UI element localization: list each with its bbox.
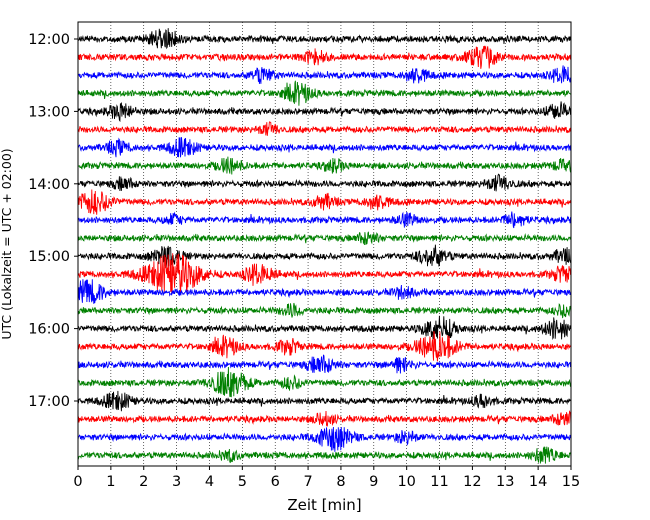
axis-ticks: 0 1 2 3 4 5 6 7 8 9 10 11 12 13 14 1512:0013:0014:0015:… [28, 32, 580, 490]
x-tick-label: 9 [369, 474, 378, 490]
x-tick-label: 2 [139, 474, 148, 490]
seismic-trace [77, 80, 572, 106]
y-axis-title: UTC (Lokalzeit = UTC + 02:00) [0, 148, 14, 339]
x-tick-label: 0 [73, 474, 82, 490]
seismic-trace [77, 253, 572, 295]
seismic-trace [77, 244, 572, 269]
seismic-trace [77, 302, 572, 319]
x-tick-label: 8 [336, 474, 345, 490]
seismic-trace [77, 390, 572, 412]
x-axis-title: Zeit [min] [287, 496, 361, 514]
seismic-trace [77, 331, 572, 362]
seismic-trace [77, 137, 572, 158]
x-tick-label: 6 [271, 474, 280, 490]
grid-lines [110, 22, 539, 466]
seismic-trace [77, 315, 572, 340]
x-tick-label: 14 [529, 474, 547, 490]
seismic-trace [77, 101, 572, 123]
y-tick-label: 15:00 [28, 249, 70, 265]
seismic-trace [77, 410, 572, 428]
seismic-trace [77, 156, 572, 175]
x-tick-label: 3 [172, 474, 181, 490]
seismic-trace [77, 426, 572, 452]
x-tick-label: 15 [562, 474, 580, 490]
seismic-traces [77, 28, 572, 464]
plot-frame [77, 21, 572, 467]
x-tick-label: 5 [238, 474, 247, 490]
y-tick-label: 12:00 [28, 32, 70, 48]
seismic-trace [77, 189, 572, 215]
seismic-trace [77, 28, 572, 50]
x-tick-label: 12 [463, 474, 481, 490]
y-tick-label: 16:00 [28, 322, 70, 338]
x-tick-label: 10 [397, 474, 415, 490]
seismic-trace [77, 173, 572, 192]
y-tick-label: 13:00 [28, 104, 70, 120]
y-tick-label: 17:00 [28, 394, 70, 410]
seismic-trace [77, 354, 572, 374]
x-tick-label: 4 [205, 474, 214, 490]
seismic-trace [77, 279, 572, 304]
seismic-trace [77, 211, 572, 229]
seismic-trace [77, 65, 572, 84]
y-tick-label: 14:00 [28, 177, 70, 193]
seismic-trace [77, 366, 572, 398]
seismic-trace [77, 45, 572, 69]
seismic-trace [77, 231, 572, 246]
x-tick-label: 11 [430, 474, 448, 490]
seismic-trace [77, 445, 572, 464]
x-tick-label: 13 [496, 474, 514, 490]
x-tick-label: 1 [106, 474, 115, 490]
seismic-trace [77, 121, 572, 136]
x-tick-label: 7 [303, 474, 312, 490]
